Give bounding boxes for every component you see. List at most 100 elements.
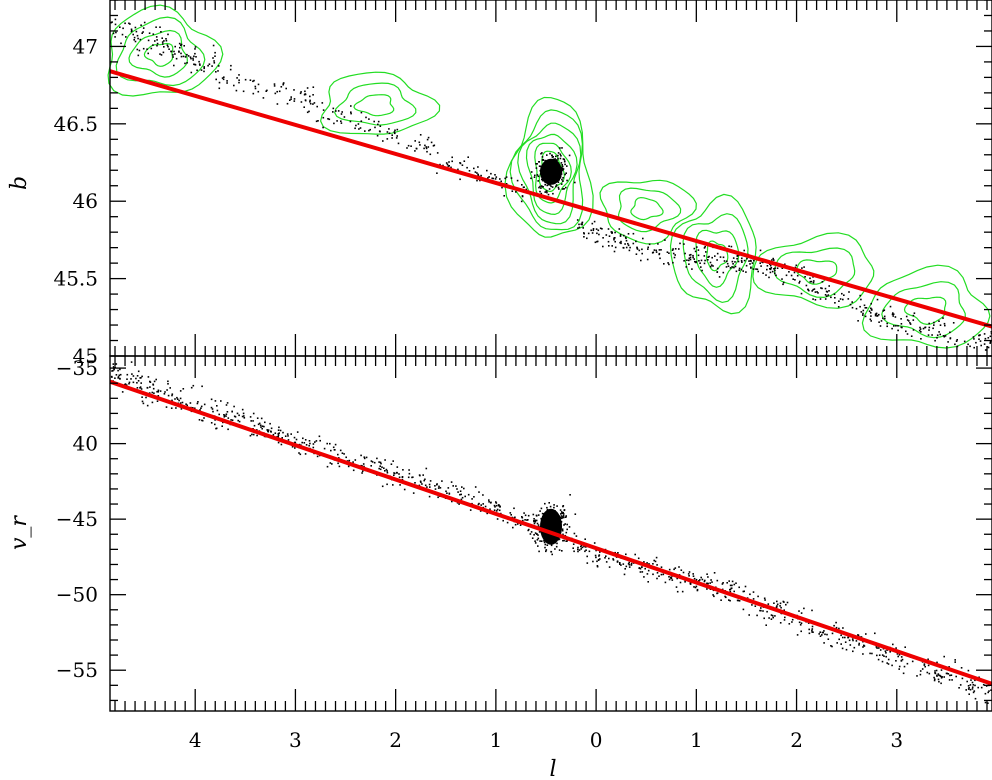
star-point <box>974 679 976 682</box>
star-point <box>869 312 872 314</box>
star-point <box>790 274 793 277</box>
cluster-point <box>541 519 544 522</box>
star-point <box>277 429 280 431</box>
star-point <box>482 494 484 496</box>
star-point <box>745 264 748 267</box>
star-point <box>168 48 170 50</box>
cluster-point <box>541 512 544 515</box>
star-point <box>173 50 175 53</box>
y-tick-label: −55 <box>56 658 98 682</box>
cluster-point <box>534 520 536 522</box>
star-point <box>384 470 386 472</box>
star-point <box>140 24 142 26</box>
star-point <box>340 120 342 122</box>
star-point <box>767 603 770 605</box>
star-point <box>179 46 181 49</box>
star-point <box>673 568 675 571</box>
star-point <box>437 487 440 489</box>
star-point <box>909 323 912 325</box>
star-point <box>461 164 464 166</box>
star-point <box>865 307 868 309</box>
cluster-point <box>562 505 565 507</box>
star-point <box>584 538 586 540</box>
cluster-point <box>550 539 552 542</box>
star-point <box>599 551 601 553</box>
star-point <box>771 614 774 617</box>
star-point <box>979 334 981 336</box>
star-point <box>887 658 890 661</box>
star-point <box>786 601 789 604</box>
star-point <box>277 434 280 436</box>
star-point <box>386 471 389 474</box>
cluster-point <box>549 517 552 520</box>
star-point <box>985 685 988 687</box>
star-point <box>625 239 628 242</box>
star-point <box>643 561 645 563</box>
star-point <box>172 54 174 56</box>
cluster-point <box>562 533 564 536</box>
star-point <box>605 555 607 557</box>
star-point <box>919 328 922 330</box>
cluster-point <box>543 517 546 519</box>
star-point <box>688 263 690 265</box>
star-point <box>858 642 860 645</box>
star-point <box>987 346 990 349</box>
star-point <box>332 111 334 113</box>
star-point <box>959 684 962 686</box>
star-point <box>791 621 793 623</box>
star-point <box>595 556 597 559</box>
star-point <box>514 516 516 519</box>
star-point <box>919 670 922 672</box>
star-point <box>396 135 398 137</box>
star-point <box>628 566 631 568</box>
star-point <box>694 586 697 589</box>
star-point <box>460 498 463 501</box>
cluster-point <box>548 538 551 541</box>
star-point <box>927 334 930 336</box>
star-point <box>658 575 660 577</box>
star-point <box>771 270 774 273</box>
star-point <box>111 21 113 23</box>
star-point <box>526 519 528 521</box>
contour-line <box>599 179 697 245</box>
cluster-point <box>548 539 551 542</box>
star-point <box>776 603 779 606</box>
star-point <box>577 546 579 549</box>
star-point <box>622 247 625 249</box>
star-point <box>328 118 331 121</box>
star-point <box>193 63 195 66</box>
star-point <box>783 619 786 621</box>
star-point <box>466 166 468 169</box>
cluster-point <box>554 181 556 183</box>
star-point <box>824 294 827 296</box>
cluster-point <box>539 510 541 512</box>
star-point <box>627 242 629 245</box>
star-point <box>354 127 356 130</box>
star-point <box>302 437 304 440</box>
cluster-point <box>534 174 536 177</box>
star-point <box>848 639 851 642</box>
star-point <box>619 562 621 564</box>
star-point <box>591 222 594 225</box>
star-point <box>712 594 714 596</box>
star-point <box>257 90 260 93</box>
cluster-point <box>558 171 561 173</box>
star-point <box>212 44 215 47</box>
cluster-point <box>558 175 560 177</box>
star-point <box>933 324 935 326</box>
star-point <box>903 665 906 668</box>
star-point <box>988 690 990 692</box>
star-point <box>147 52 149 55</box>
star-point <box>379 461 382 464</box>
star-point <box>477 503 480 506</box>
star-point <box>414 150 416 152</box>
cluster-point <box>555 539 558 542</box>
star-point <box>441 480 443 482</box>
star-point <box>647 246 649 249</box>
star-point <box>879 649 882 651</box>
star-point <box>329 462 332 464</box>
star-point <box>756 614 758 617</box>
star-point <box>819 635 822 637</box>
cluster-point <box>558 170 560 172</box>
star-point <box>174 53 176 55</box>
